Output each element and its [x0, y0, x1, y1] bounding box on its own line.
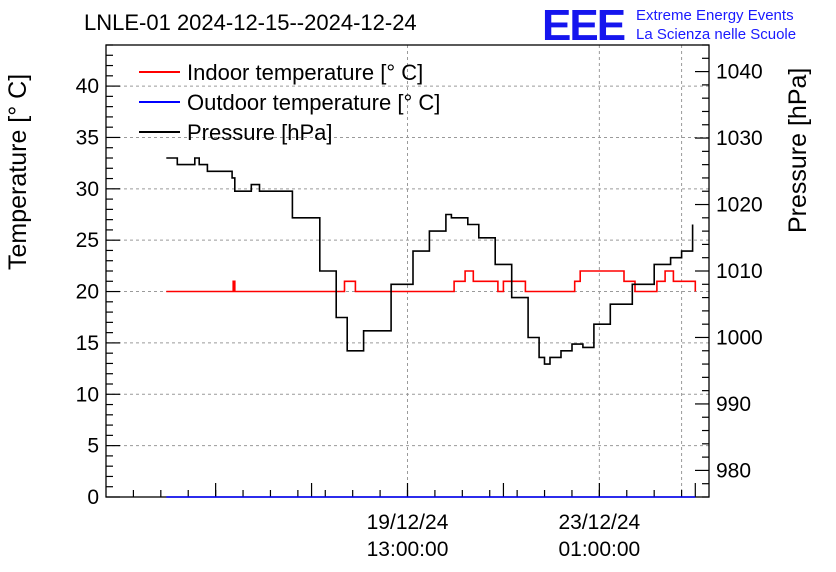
y-tick-label: 25 [76, 229, 99, 252]
y-tick-label: 20 [76, 281, 99, 304]
legend-label-outdoor: Outdoor temperature [° C] [187, 90, 440, 115]
y2-tick-label: 980 [716, 459, 751, 482]
legend: Indoor temperature [° C] Outdoor tempera… [139, 60, 440, 145]
x-tick-label-time: 13:00:00 [367, 538, 449, 561]
legend-label-pressure: Pressure [hPa] [187, 120, 333, 145]
brand-line-2: La Scienza nelle Scuole [636, 26, 796, 43]
chart-title: LNLE-01 2024-12-15--2024-12-24 [84, 10, 417, 35]
y2-tick-label: 1010 [716, 260, 763, 283]
x-tick-label-time: 01:00:00 [558, 538, 640, 561]
eee-logo-text: EEE [542, 1, 625, 50]
y2-tick-label: 1020 [716, 194, 763, 217]
x-tick-label-date: 19/12/24 [367, 511, 449, 534]
y2-axis-title: Pressure [hPa] [784, 68, 812, 233]
x-tick-label-date: 23/12/24 [558, 511, 640, 534]
y-tick-label: 15 [76, 332, 99, 355]
brand-line-1: Extreme Energy Events [636, 7, 794, 24]
axes: 0 5 10 15 20 25 30 35 40 980 990 1000 1010 1020 1030 10… [76, 44, 763, 561]
legend-label-indoor: Indoor temperature [° C] [187, 60, 423, 85]
y2-tick-label: 1000 [716, 326, 763, 349]
series-lines [166, 157, 697, 498]
y-tick-label: 10 [76, 383, 99, 406]
y-tick-label: 5 [87, 435, 99, 458]
y-tick-label: 30 [76, 178, 99, 201]
y-tick-label: 40 [76, 75, 99, 98]
y-tick-label: 35 [76, 126, 99, 149]
y-tick-label: 0 [87, 486, 99, 509]
y2-tick-label: 1030 [716, 127, 763, 150]
series-line-indoor [166, 270, 697, 293]
y2-tick-label: 990 [716, 393, 751, 416]
eee-logo: EEE [542, 1, 627, 50]
y2-tick-label: 1040 [716, 61, 763, 84]
series-line-pressure [166, 157, 694, 365]
y-axis-title: Temperature [° C] [4, 74, 32, 270]
